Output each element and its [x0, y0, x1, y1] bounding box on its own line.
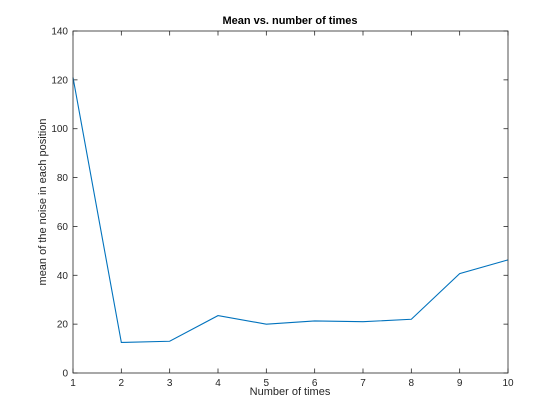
x-tick-label: 1 [70, 378, 76, 389]
y-tick-label: 40 [57, 271, 69, 282]
x-tick-label: 8 [409, 378, 415, 389]
x-tick-label: 6 [312, 378, 318, 389]
x-tick-label: 7 [360, 378, 366, 389]
x-tick-label: 4 [215, 378, 221, 389]
x-tick-label: 10 [502, 378, 514, 389]
y-axis-label: mean of the noise in each position [37, 119, 49, 286]
x-tick-label: 3 [167, 378, 173, 389]
y-tick-label: 120 [51, 75, 68, 86]
series-layer [72, 77, 509, 344]
series-line [72, 77, 509, 344]
y-tick-label: 100 [51, 124, 68, 135]
y-tick-label: 140 [51, 27, 68, 38]
x-tick-label: 5 [264, 378, 270, 389]
chart-title: Mean vs. number of times [222, 15, 357, 27]
y-tick-label: 80 [57, 173, 69, 184]
x-tick-label: 9 [457, 378, 463, 389]
plot-frame [72, 30, 509, 374]
x-axis-label: Number of times [250, 386, 331, 398]
y-tick-label: 0 [62, 369, 68, 380]
x-tick-label: 2 [119, 378, 125, 389]
y-tick-label: 20 [57, 320, 69, 331]
y-tick-label: 60 [57, 222, 69, 233]
